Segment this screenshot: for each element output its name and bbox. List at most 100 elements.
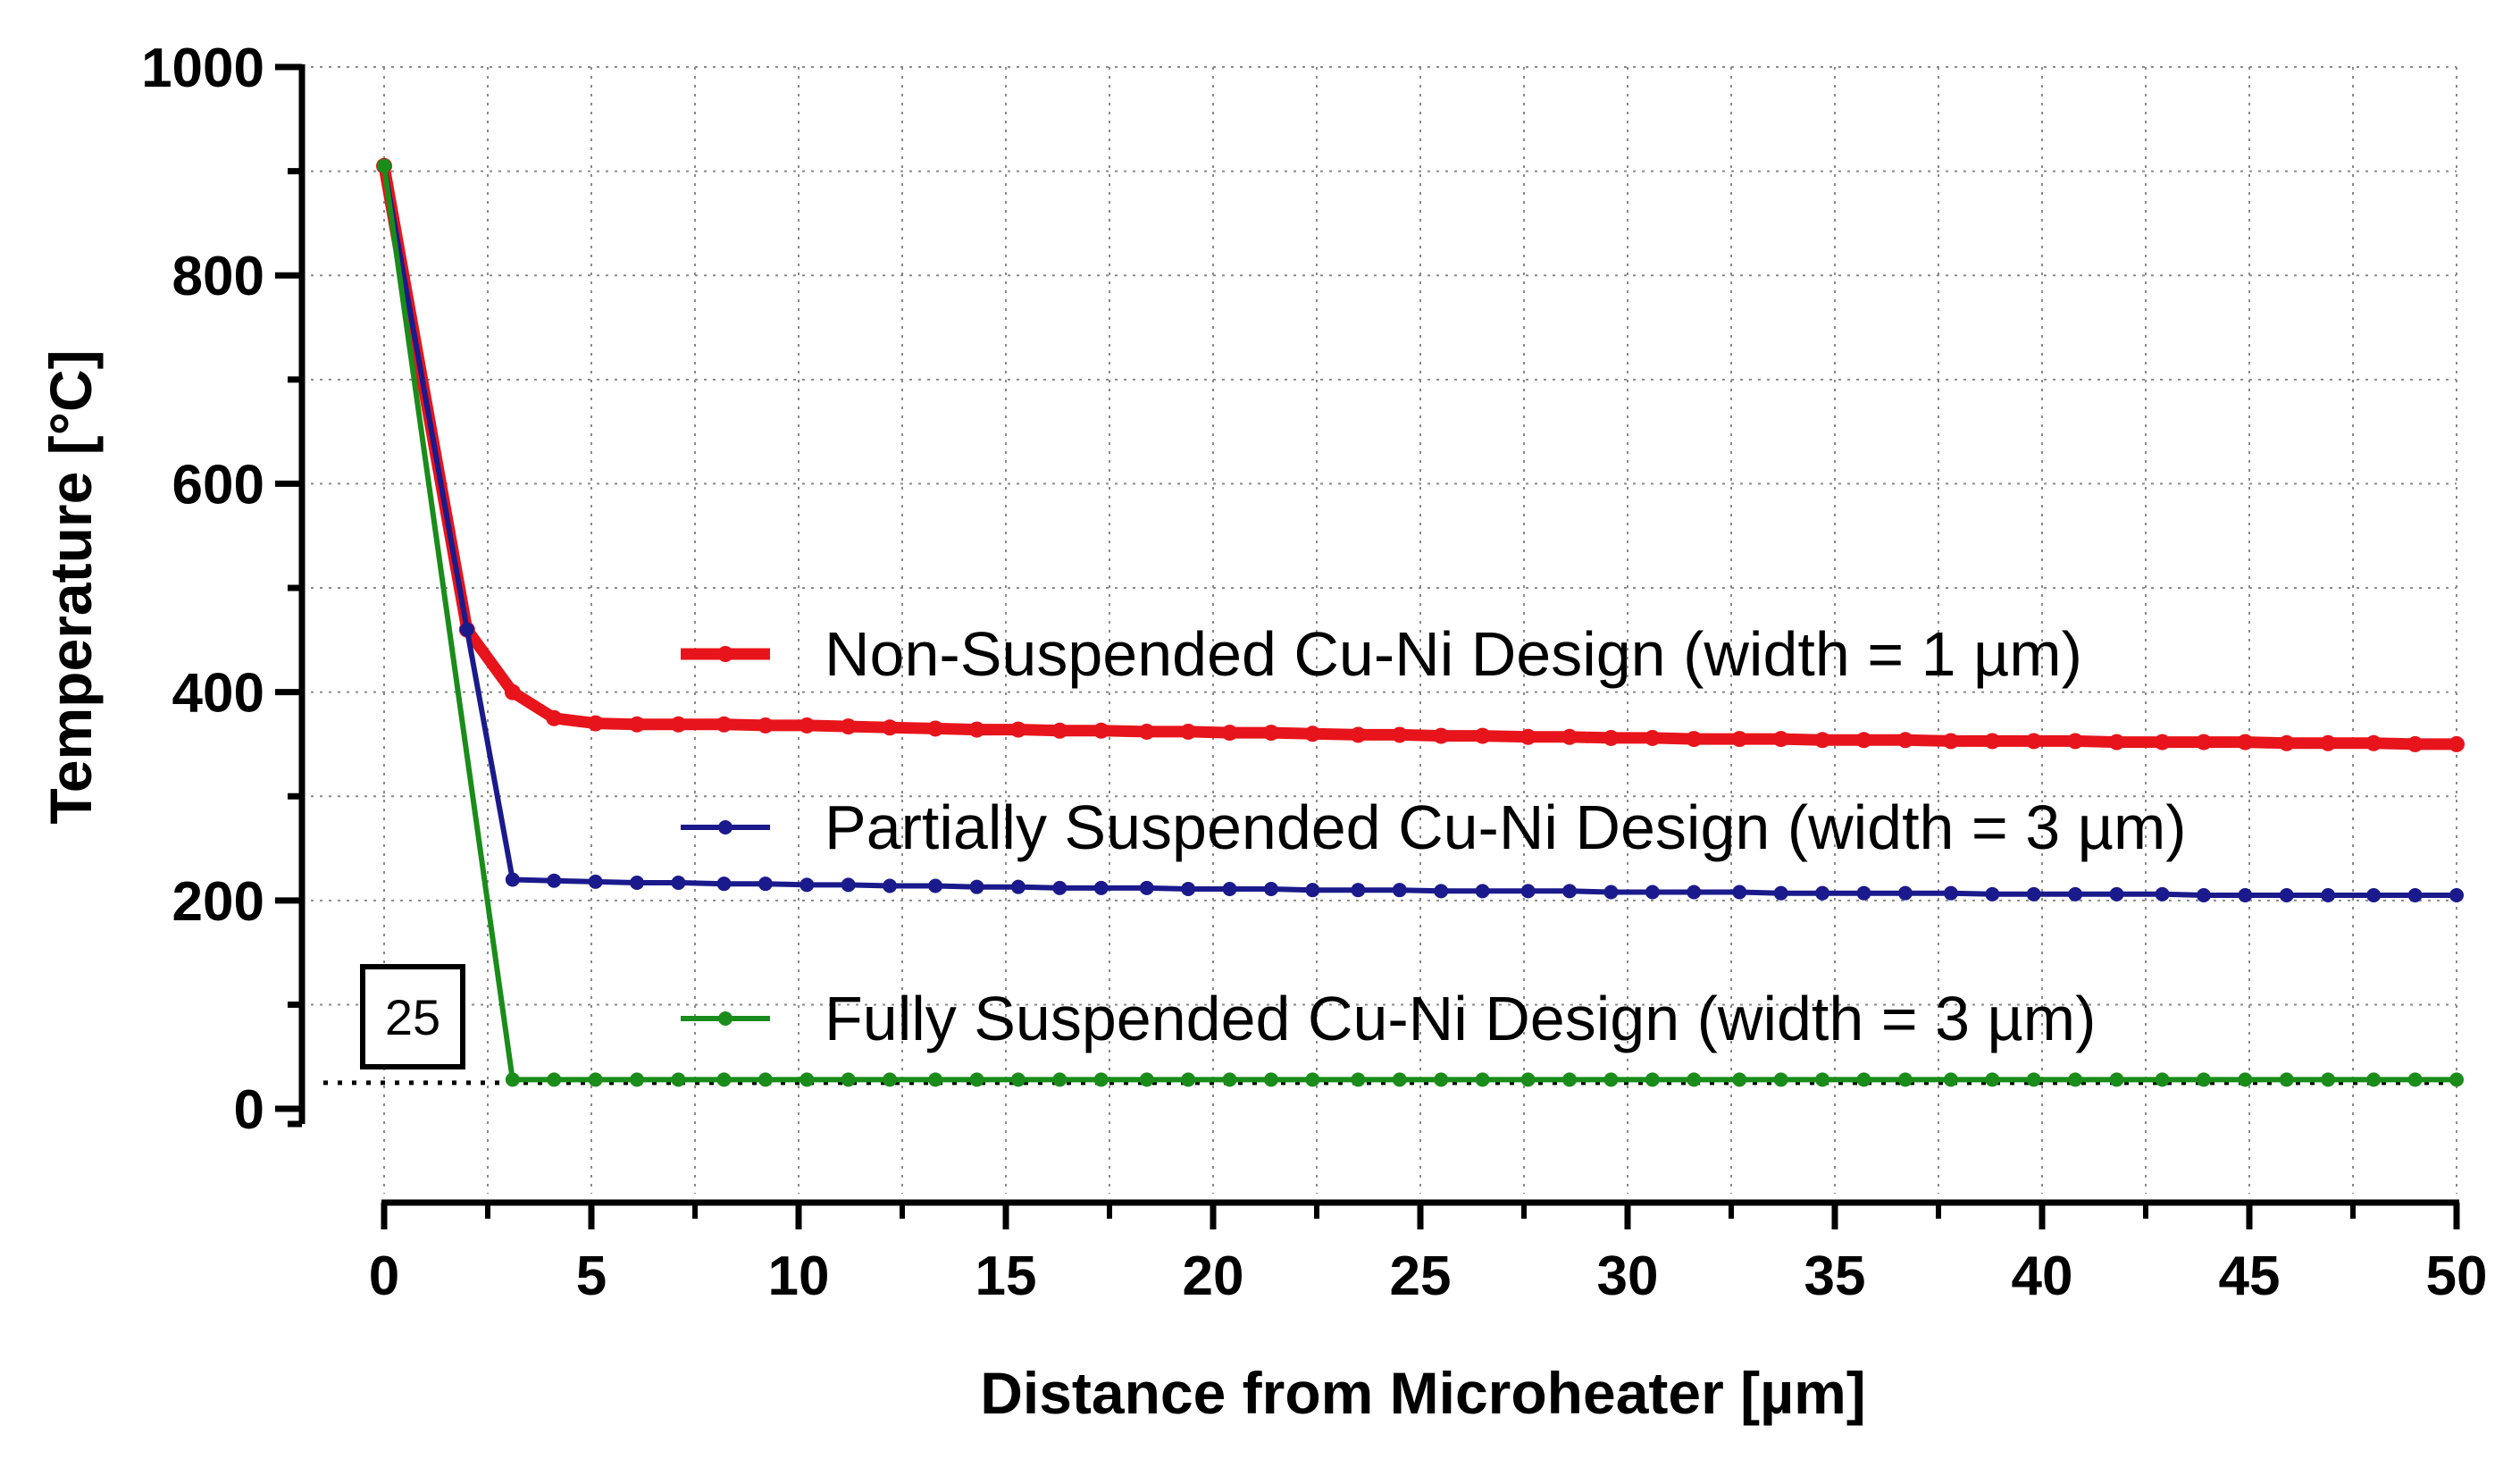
data-point	[2321, 888, 2336, 903]
data-point	[630, 876, 645, 891]
legend-marker	[718, 820, 733, 834]
data-point	[2025, 733, 2042, 750]
data-point	[671, 876, 686, 891]
data-point	[1897, 885, 1913, 901]
data-point	[1304, 725, 1321, 742]
data-point	[2155, 886, 2170, 902]
data-point	[1093, 1072, 1109, 1087]
data-point	[1815, 885, 1830, 901]
x-tick-label: 25	[1390, 1245, 1452, 1307]
data-point	[968, 721, 985, 738]
data-point	[1562, 884, 1578, 899]
series-3	[377, 158, 2464, 1087]
data-point	[2407, 735, 2424, 752]
y-tick-label: 400	[172, 663, 264, 725]
data-point	[1010, 1072, 1026, 1087]
data-point	[2365, 734, 2382, 751]
data-point	[2278, 734, 2295, 751]
data-point	[2109, 1072, 2124, 1087]
data-point	[1051, 722, 1068, 739]
data-point	[1520, 728, 1536, 745]
legend-item-2: Partially Suspended Cu-Ni Design (width …	[681, 793, 2187, 862]
data-point	[1815, 1072, 1830, 1087]
data-point	[2279, 1072, 2294, 1087]
data-point	[1562, 1072, 1578, 1087]
data-point	[841, 1072, 856, 1087]
data-point	[716, 716, 733, 733]
x-tick-label: 0	[369, 1245, 399, 1307]
data-point	[840, 718, 857, 735]
data-point	[1856, 1072, 1871, 1087]
data-point	[2109, 886, 2124, 902]
data-point	[1009, 721, 1026, 738]
data-point	[1814, 732, 1831, 749]
data-point	[716, 876, 732, 892]
data-point	[588, 1072, 603, 1087]
data-point	[841, 877, 856, 893]
data-point	[2195, 734, 2212, 751]
data-point	[1603, 729, 1620, 746]
data-point	[2108, 734, 2125, 751]
x-tick-label: 20	[1183, 1245, 1244, 1307]
data-point	[670, 716, 687, 733]
data-point	[2238, 888, 2253, 903]
legend-item-1: Non-Suspended Cu-Ni Design (width = 1 µm…	[681, 619, 2082, 689]
data-point	[1645, 885, 1660, 900]
data-point	[505, 1072, 520, 1087]
x-tick-label: 35	[1804, 1245, 1866, 1307]
data-point	[1731, 731, 1748, 748]
data-point	[1984, 733, 2001, 750]
data-point	[1687, 885, 1702, 900]
data-point	[2067, 733, 2084, 750]
data-point	[630, 1072, 645, 1087]
data-point	[1222, 882, 1237, 897]
data-point	[377, 158, 391, 173]
data-point	[1181, 882, 1196, 897]
data-point	[2366, 888, 2382, 903]
data-point	[1686, 731, 1703, 748]
data-point	[504, 683, 521, 700]
data-point	[2154, 734, 2171, 751]
data-point	[2026, 1072, 2041, 1087]
data-point	[883, 1072, 898, 1087]
data-point	[629, 716, 646, 733]
data-point	[1263, 1072, 1278, 1087]
data-point	[587, 715, 604, 732]
data-point	[1351, 883, 1366, 898]
reference-label: 25	[385, 989, 440, 1045]
reference-label-box	[360, 964, 465, 1069]
data-point	[1603, 885, 1619, 900]
data-point	[1520, 1072, 1536, 1087]
data-point	[1474, 727, 1491, 744]
data-point	[928, 1072, 943, 1087]
data-point	[1392, 1072, 1407, 1087]
data-point	[1181, 1072, 1196, 1087]
reference-line-group: 25	[323, 964, 2457, 1086]
legend-label: Fully Suspended Cu-Ni Design (width = 3 …	[825, 984, 2096, 1053]
data-point	[969, 1072, 984, 1087]
data-point	[1732, 1072, 1747, 1087]
data-point	[1434, 884, 1449, 899]
data-point	[1262, 725, 1279, 742]
data-point	[2449, 1072, 2464, 1087]
data-point	[1644, 729, 1661, 746]
data-point	[1392, 883, 1407, 898]
data-point	[1855, 732, 1872, 749]
data-point	[927, 720, 944, 737]
data-point	[1052, 880, 1067, 895]
data-point	[1139, 880, 1154, 895]
data-point	[928, 878, 943, 893]
data-point	[1093, 722, 1109, 739]
data-point	[1773, 1072, 1788, 1087]
y-tick-label: 600	[172, 454, 264, 516]
data-point	[2196, 888, 2211, 903]
data-point	[882, 719, 899, 736]
data-point	[800, 1072, 815, 1087]
data-point	[1093, 880, 1109, 895]
data-point	[2407, 1072, 2423, 1087]
data-point	[2366, 1072, 2382, 1087]
data-point	[2407, 888, 2423, 903]
data-point	[1010, 879, 1026, 894]
data-point	[1350, 726, 1367, 743]
